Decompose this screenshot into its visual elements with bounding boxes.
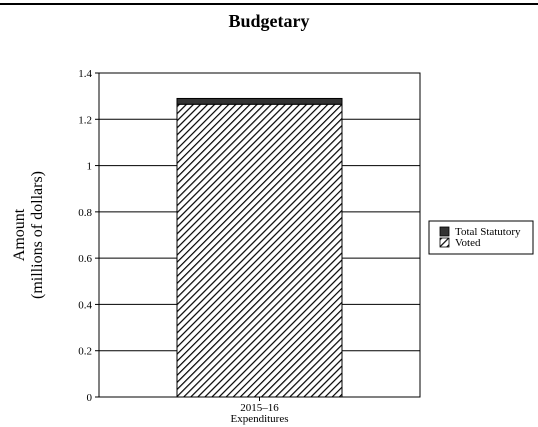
x-tick-label: 2015–16: [240, 402, 279, 414]
y-tick-label: 0.6: [78, 253, 92, 265]
y-tick-label: 0.2: [78, 346, 92, 358]
bar-voted: [176, 103, 343, 398]
y-tick-label: 1.4: [78, 68, 92, 80]
y-tick-label: 0: [87, 392, 93, 404]
legend-swatch-voted: [439, 237, 450, 248]
legend-label-voted: Voted: [455, 237, 481, 249]
legend-label-total-statutory: Total Statutory: [455, 226, 521, 238]
y-axis-title: Amount: [11, 208, 28, 261]
y-tick-label: 1.2: [78, 114, 92, 126]
bar-total-statutory: [176, 97, 343, 105]
chart-title: Budgetary: [228, 11, 310, 31]
legend-swatch-total-statutory: [439, 226, 450, 237]
y-tick-label: 0.8: [78, 207, 92, 219]
top-rule: [0, 3, 538, 5]
legend-box: [428, 220, 534, 255]
x-tick-label: Expenditures: [230, 413, 288, 425]
y-tick-label: 0.4: [78, 299, 92, 311]
y-tick-label: 1: [87, 161, 93, 173]
y-axis-title: (millions of dollars): [29, 171, 46, 299]
